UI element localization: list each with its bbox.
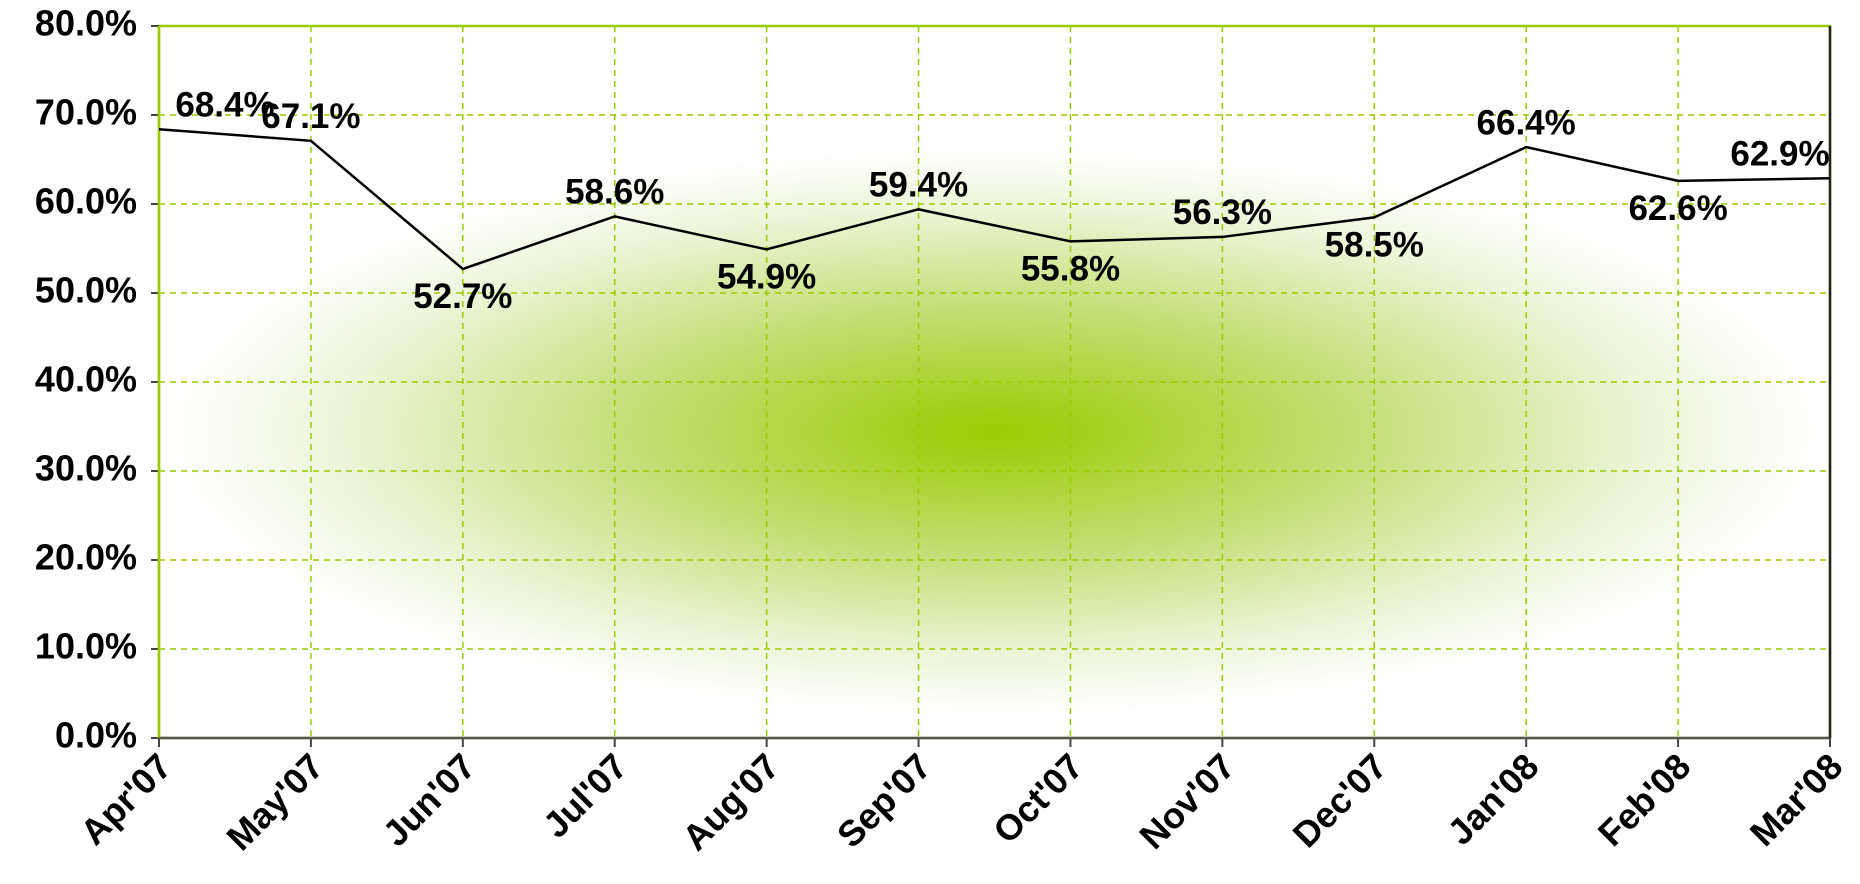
y-tick-label: 20.0% [35,537,137,578]
data-label: 58.5% [1325,226,1424,265]
data-label: 58.6% [565,173,664,212]
x-tick-label: May'07 [218,745,331,858]
x-tick-label: Dec'07 [1285,745,1395,855]
x-tick-label: Aug'07 [674,745,787,858]
data-label: 68.4% [175,85,274,124]
x-tick-label: Oct'07 [985,745,1091,851]
data-label: 67.1% [261,97,360,136]
data-label: 55.8% [1021,250,1120,289]
x-tick-label: Jun'07 [375,745,484,854]
data-label: 66.4% [1477,103,1576,142]
data-label: 59.4% [869,166,968,205]
x-tick-label: Apr'07 [72,745,179,852]
y-tick-label: 80.0% [35,3,137,44]
data-label: 52.7% [413,277,512,316]
x-tick-label: Nov'07 [1131,745,1242,856]
y-tick-label: 70.0% [35,92,137,133]
x-tick-label: Feb'08 [1590,745,1699,854]
data-line [158,127,1831,271]
data-label: 54.9% [717,258,816,297]
y-tick-label: 10.0% [35,626,137,667]
data-label: 62.9% [1730,134,1829,173]
y-tick-label: 50.0% [35,270,137,311]
x-tick-label: Sep'07 [829,745,939,855]
x-tick-label: Jan'08 [1439,745,1546,852]
y-tick-label: 40.0% [35,359,137,400]
y-tick-label: 0.0% [55,715,137,756]
y-tick-label: 60.0% [35,181,137,222]
y-tick-label: 30.0% [35,448,137,489]
x-tick-label: Mar'08 [1742,745,1851,854]
data-label: 62.6% [1628,189,1727,228]
data-label: 56.3% [1173,193,1272,232]
x-tick-label: Jul'07 [535,745,635,845]
